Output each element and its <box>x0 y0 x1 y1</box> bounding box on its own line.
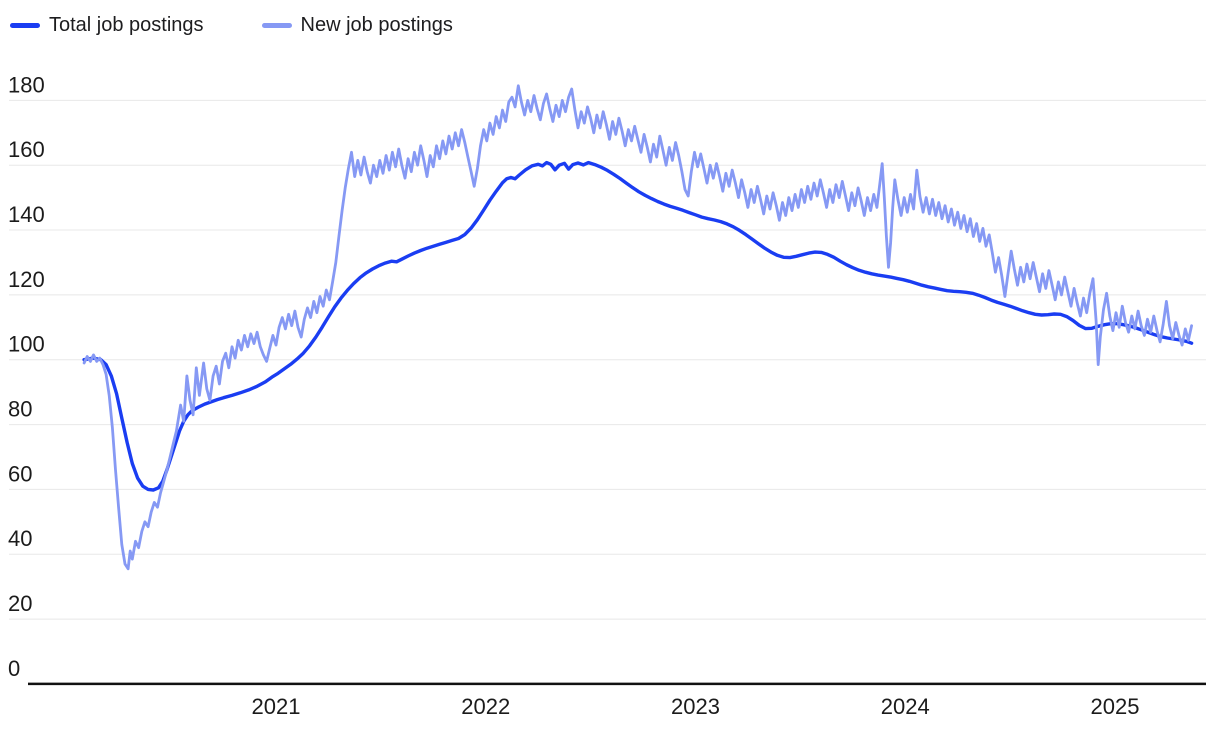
legend-item-total: Total job postings <box>10 14 204 37</box>
y-tick-label-0: 0 <box>8 656 20 681</box>
legend-label-total: Total job postings <box>49 14 204 36</box>
y-tick-label-80: 80 <box>8 397 32 422</box>
y-tick-label-120: 120 <box>8 267 45 292</box>
x-tick-label-2022: 2022 <box>461 694 510 719</box>
x-tick-label-2023: 2023 <box>671 694 720 719</box>
series-line-total-job-postings <box>82 160 1194 492</box>
y-tick-label-180: 180 <box>8 72 45 97</box>
chart-legend: Total job postings New job postings <box>10 14 453 37</box>
new-postings-line-swatch <box>261 23 292 28</box>
total-postings-line-swatch <box>10 23 40 28</box>
legend-label-new: New job postings <box>300 14 453 36</box>
y-tick-label-40: 40 <box>8 526 32 551</box>
y-tick-label-60: 60 <box>8 461 32 486</box>
y-tick-label-140: 140 <box>8 202 45 227</box>
series-line-new-job-postings <box>82 84 1193 571</box>
x-tick-label-2025: 2025 <box>1091 694 1140 719</box>
y-tick-label-100: 100 <box>8 332 45 357</box>
legend-item-new: New job postings <box>261 14 453 37</box>
x-tick-label-2024: 2024 <box>881 694 930 719</box>
x-tick-label-2021: 2021 <box>252 694 301 719</box>
y-tick-label-20: 20 <box>8 591 32 616</box>
y-tick-label-160: 160 <box>8 137 45 162</box>
